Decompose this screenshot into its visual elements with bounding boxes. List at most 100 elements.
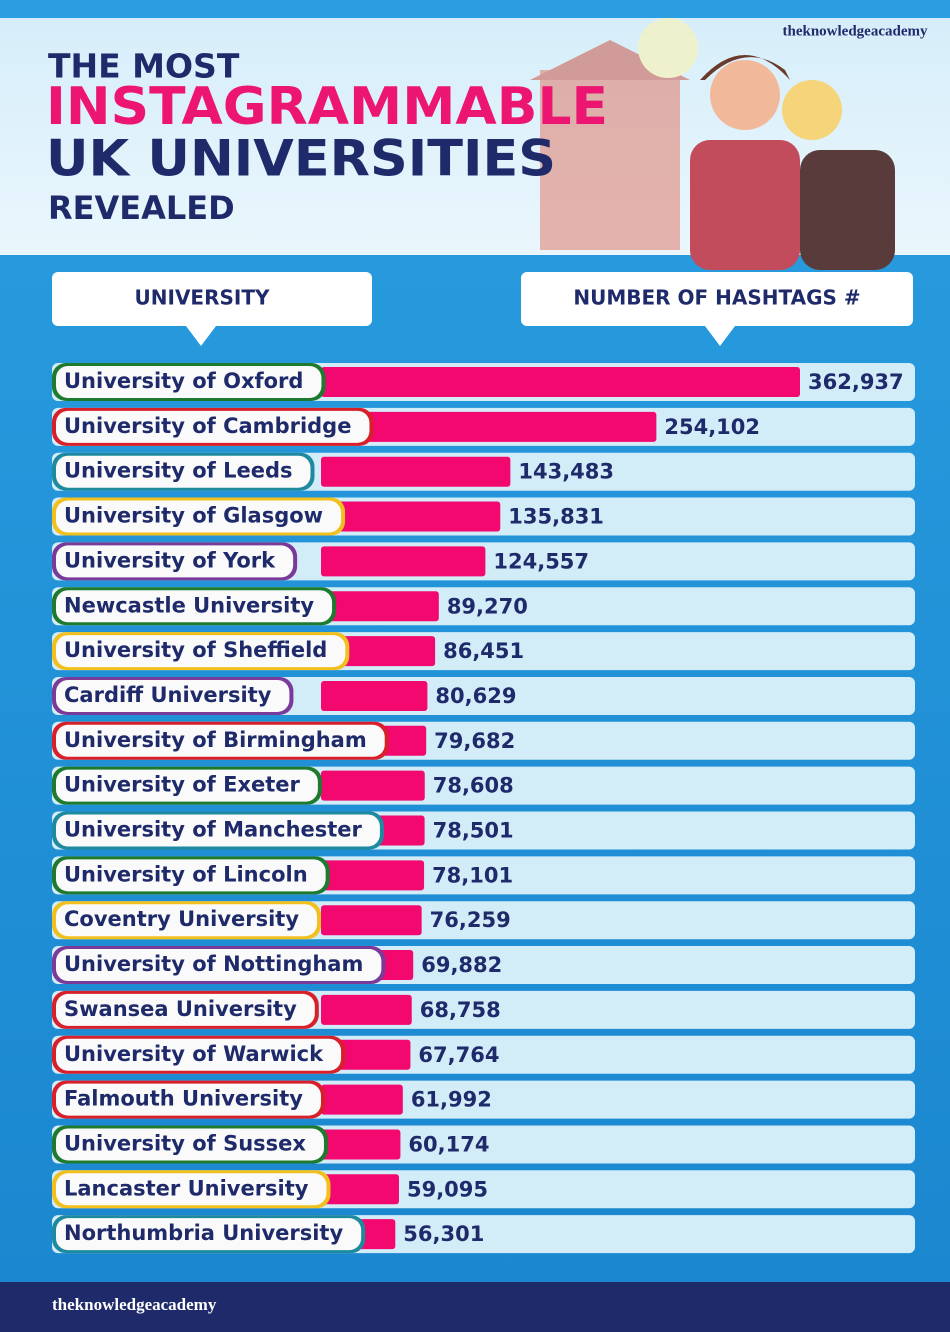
book-pages <box>56 455 311 488</box>
bar <box>321 770 425 801</box>
column-header: NUMBER OF HASHTAGS # <box>573 286 860 310</box>
category-label: University of Lincoln <box>64 862 308 886</box>
bar <box>321 591 439 622</box>
footer <box>0 1282 950 1332</box>
book-pages <box>56 724 385 757</box>
book-label: University of Sussex <box>52 1125 328 1164</box>
category-label: University of Birmingham <box>64 728 367 752</box>
book-label: University of Cambridge <box>52 407 374 446</box>
shirt2 <box>800 150 895 270</box>
bar <box>321 501 501 532</box>
book-label: Newcastle University <box>52 587 337 626</box>
category-label: University of Nottingham <box>64 952 363 976</box>
book-pages <box>56 1128 324 1161</box>
category-label: University of York <box>64 548 276 572</box>
category-label: Falmouth University <box>64 1087 303 1111</box>
book-label: University of Warwick <box>52 1035 346 1074</box>
book-pages <box>56 500 342 533</box>
book-label: University of Sheffield <box>52 632 350 671</box>
title-line: INSTAGRAMMABLE <box>46 77 608 137</box>
shirt <box>690 140 800 270</box>
bar <box>321 905 422 936</box>
book-pages <box>56 590 333 623</box>
building <box>540 70 680 250</box>
bar <box>321 456 511 487</box>
value-label: 59,095 <box>407 1177 488 1201</box>
book-label: University of York <box>52 542 298 581</box>
bar <box>321 411 657 442</box>
title-line: THE MOST <box>48 47 240 86</box>
category-label: Northumbria University <box>64 1221 343 1245</box>
book-label: University of Nottingham <box>52 946 386 985</box>
head <box>710 60 780 130</box>
value-label: 69,882 <box>421 953 502 977</box>
category-label: Lancaster University <box>64 1176 309 1200</box>
book-label: University of Leeds <box>52 452 315 491</box>
bar <box>321 1129 401 1160</box>
header-pointer <box>186 326 216 346</box>
book-pages <box>56 410 370 443</box>
value-label: 78,101 <box>432 863 513 887</box>
value-label: 78,608 <box>433 774 514 798</box>
value-label: 89,270 <box>447 594 528 618</box>
people-illustration <box>690 55 895 270</box>
hair <box>700 55 790 80</box>
book-label: University of Lincoln <box>52 856 330 895</box>
book-label: University of Exeter <box>52 766 322 805</box>
value-label: 67,764 <box>418 1043 499 1067</box>
bar <box>321 860 425 891</box>
value-label: 68,758 <box>420 998 501 1022</box>
category-label: University of Leeds <box>64 459 293 483</box>
category-label: University of Warwick <box>64 1042 324 1066</box>
title-line: REVEALED <box>48 189 235 227</box>
book-pages <box>56 635 346 668</box>
bar <box>321 636 436 667</box>
category-label: University of Sheffield <box>64 638 327 662</box>
category-label: University of Exeter <box>64 773 301 797</box>
rows: University of Oxford 362,937 University of… <box>52 363 915 1254</box>
title-line: UK UNIVERSITIES <box>46 130 556 188</box>
value-label: 60,174 <box>408 1132 489 1156</box>
book-label: University of Manchester <box>52 811 384 850</box>
book-pages <box>56 1038 342 1071</box>
head2 <box>782 80 842 140</box>
value-label: 254,102 <box>664 415 760 439</box>
value-label: 143,483 <box>518 460 614 484</box>
header-illustration <box>530 18 698 250</box>
value-label: 56,301 <box>403 1222 484 1246</box>
value-label: 135,831 <box>508 505 604 529</box>
column-header: UNIVERSITY <box>135 286 270 310</box>
book-label: Coventry University <box>52 901 322 940</box>
book-pages <box>56 904 318 937</box>
category-label: Swansea University <box>64 997 297 1021</box>
book-pages <box>56 769 318 802</box>
category-label: University of Cambridge <box>64 414 351 438</box>
value-label: 124,557 <box>493 549 589 573</box>
book-label: University of Oxford <box>52 363 326 401</box>
book-pages <box>56 679 290 712</box>
header-box <box>52 272 372 326</box>
book-label: Cardiff University <box>52 676 294 715</box>
book-pages <box>56 993 315 1026</box>
book-label: University of Glasgow <box>52 497 346 536</box>
book-pages <box>56 1218 362 1251</box>
bar <box>321 994 412 1025</box>
book-pages <box>56 366 322 398</box>
book-label: Lancaster University <box>52 1170 331 1209</box>
category-label: Newcastle University <box>64 593 314 617</box>
book-pages <box>56 949 382 982</box>
header-box <box>521 272 913 326</box>
book-label: Swansea University <box>52 990 319 1029</box>
bar <box>321 1174 399 1205</box>
sun <box>638 18 698 78</box>
category-label: Cardiff University <box>64 683 272 707</box>
value-label: 79,682 <box>434 729 515 753</box>
book-pages <box>56 1083 321 1116</box>
value-label: 86,451 <box>443 639 524 663</box>
bar <box>321 680 428 711</box>
category-label: University of Manchester <box>64 818 363 842</box>
header-pointer <box>705 326 735 346</box>
book-pages <box>56 1173 327 1206</box>
bar <box>321 546 486 577</box>
